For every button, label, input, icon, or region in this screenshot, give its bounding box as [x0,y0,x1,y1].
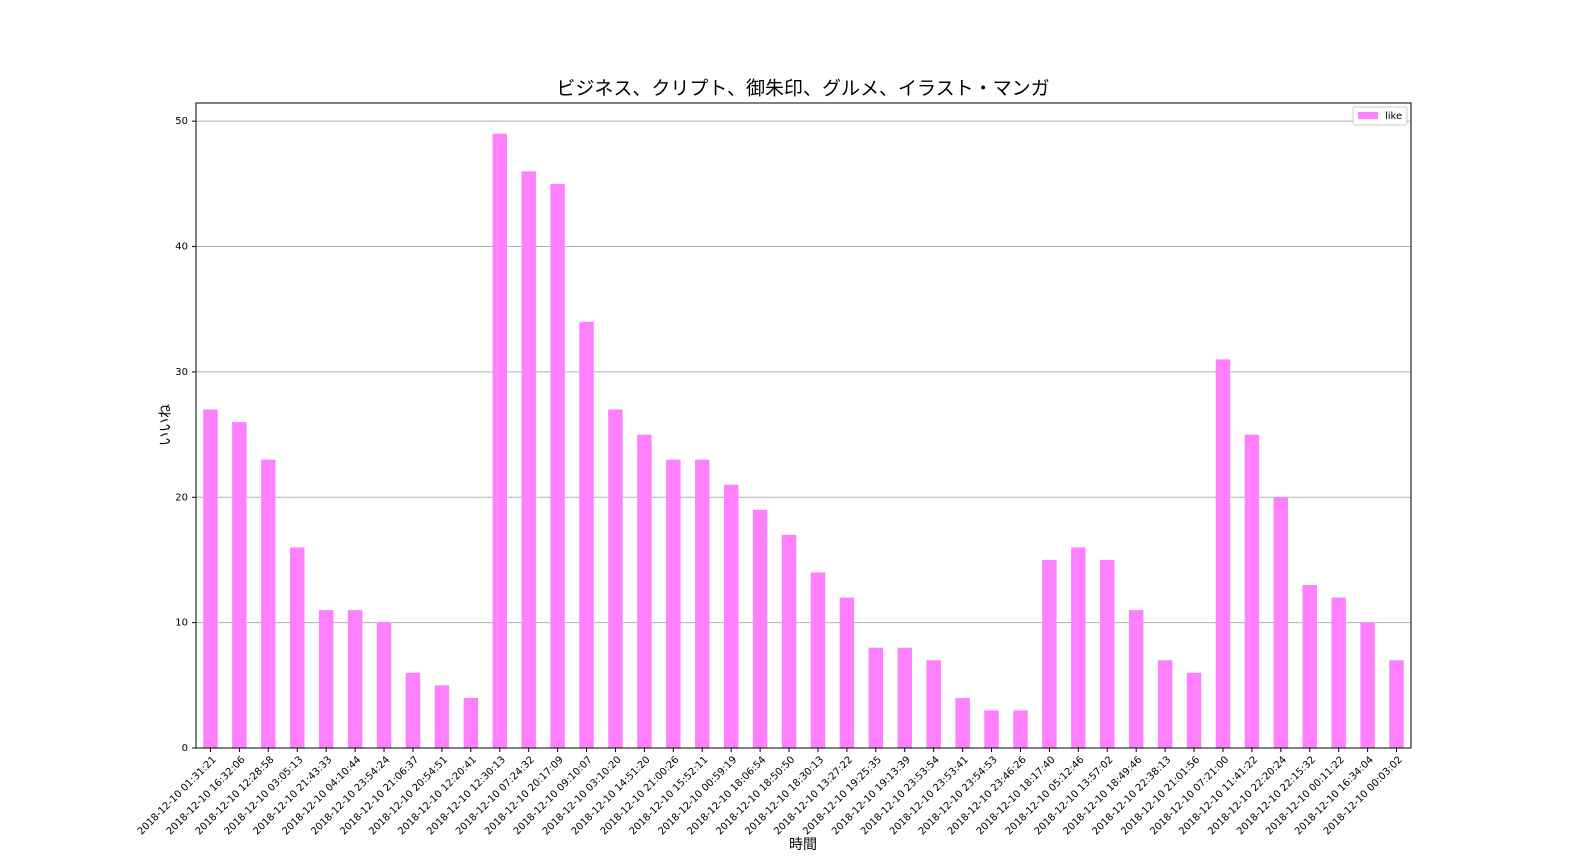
bar [695,459,710,748]
bar [810,572,826,748]
bar [723,484,739,748]
plot-frame [195,102,1412,749]
y-tick-label: 50 [175,116,188,127]
bar [1100,559,1115,748]
legend-label: like [1385,111,1402,122]
bar [984,710,999,748]
bar [290,547,305,748]
bar [868,647,884,748]
y-tick-label: 20 [175,492,188,503]
bar [608,409,623,748]
bar [1389,660,1404,748]
bar [1128,610,1144,748]
bar [318,610,334,748]
bar [463,697,479,748]
bar [521,171,536,748]
bar [1071,547,1086,748]
bar [781,534,797,748]
bar [1186,672,1202,748]
bar [579,321,594,748]
y-axis-label: いいね [158,404,174,446]
legend-swatch [1358,112,1378,119]
bar [1302,585,1317,748]
bar [376,622,392,748]
bar [347,610,363,748]
y-tick-label: 30 [175,367,188,378]
bar [1244,434,1260,748]
bar [637,434,652,748]
bar [1215,359,1231,748]
bar [1013,710,1028,748]
bar [897,647,912,748]
y-tick-label: 0 [182,743,188,754]
bar [232,422,247,748]
bar [926,660,941,748]
bar [666,459,681,748]
bar [405,672,421,748]
bar [492,133,507,748]
bar [839,597,855,748]
y-tick-label: 40 [175,242,188,253]
bar [434,685,450,748]
chart-title: ビジネス、クリプト、御朱印、グルメ、イラスト・マンガ [556,78,1049,100]
legend-box [1352,106,1408,126]
bar [1157,660,1173,748]
y-tick-label: 10 [175,618,188,629]
bar [1331,597,1346,748]
bar [1360,622,1375,748]
bar [955,697,970,748]
bar [1042,559,1057,748]
bar [752,509,768,748]
bar [203,409,218,748]
bar [1273,497,1289,748]
bar [261,459,276,748]
x-axis-label: 時間 [789,837,817,853]
bar [550,183,565,749]
